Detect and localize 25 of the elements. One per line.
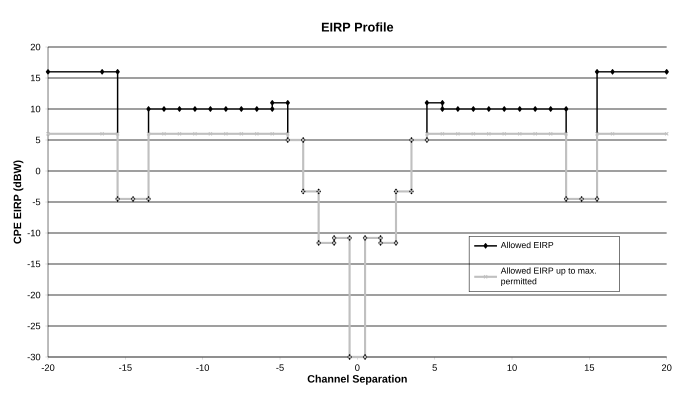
x-tick-label: -10 bbox=[196, 364, 210, 371]
y-tick-label: 10 bbox=[30, 106, 40, 112]
y-axis-title: CPE EIRP (dBW) bbox=[13, 160, 24, 244]
y-tick-label: -30 bbox=[28, 354, 40, 360]
x-tick-label: -5 bbox=[276, 364, 284, 371]
y-tick-label: 20 bbox=[30, 44, 40, 50]
y-tick-label: -20 bbox=[28, 292, 40, 298]
y-tick-label: -5 bbox=[32, 198, 40, 206]
y-tick-label: -15 bbox=[28, 260, 40, 268]
x-tick-label: -20 bbox=[42, 364, 54, 371]
x-tick-label: 0 bbox=[355, 364, 360, 371]
x-tick-label: 20 bbox=[662, 364, 672, 371]
y-tick-label: 5 bbox=[36, 136, 40, 144]
chart-title: EIRP Profile bbox=[322, 22, 394, 32]
x-tick-label: 5 bbox=[432, 364, 437, 371]
x-tick-label: 15 bbox=[584, 364, 594, 371]
y-tick-label: 0 bbox=[36, 168, 40, 174]
legend-label: Allowed EIRP bbox=[500, 242, 554, 248]
y-tick-label: 15 bbox=[30, 74, 40, 82]
y-tick-label: -10 bbox=[28, 230, 40, 236]
x-axis-title: Channel Separation bbox=[308, 374, 407, 385]
legend-label: Allowed EIRP up to max. permitted bbox=[500, 267, 596, 286]
x-tick-label: 10 bbox=[508, 364, 517, 371]
x-tick-label: -15 bbox=[119, 364, 132, 371]
y-tick-label: -25 bbox=[28, 322, 40, 330]
